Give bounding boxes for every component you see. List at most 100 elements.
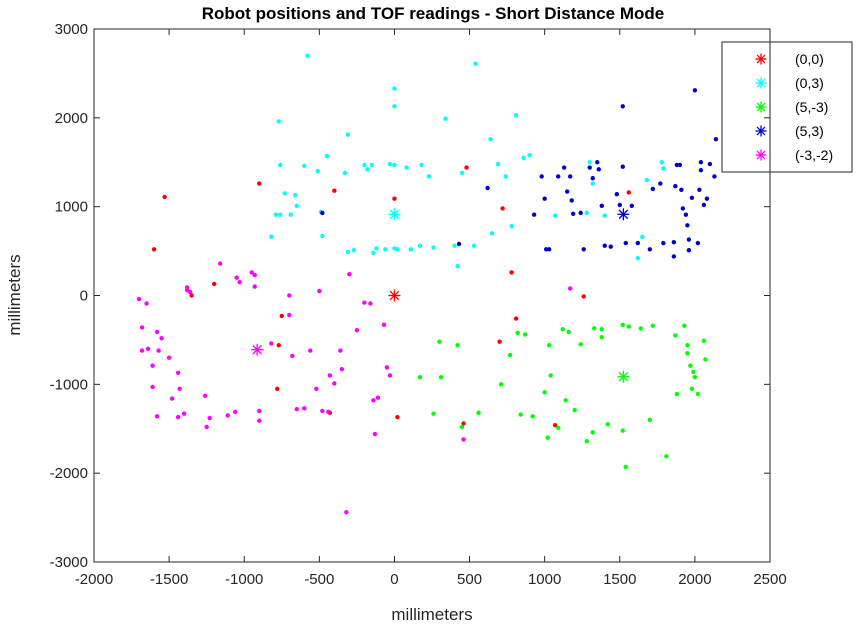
data-point	[560, 327, 565, 332]
data-point	[368, 301, 373, 306]
data-point	[276, 343, 281, 348]
data-point	[488, 136, 493, 142]
data-point	[273, 212, 278, 217]
data-point	[294, 407, 299, 412]
data-point	[302, 406, 307, 411]
data-point	[596, 167, 601, 172]
y-tick-label: 2000	[55, 110, 88, 127]
robot-position-marker	[388, 208, 401, 221]
data-point	[590, 176, 595, 181]
data-point	[569, 198, 574, 203]
data-point	[371, 398, 376, 403]
x-tick-label: -500	[304, 571, 334, 588]
data-point	[581, 294, 586, 299]
chart-title: Robot positions and TOF readings - Short…	[202, 4, 665, 23]
data-point	[461, 421, 466, 426]
data-point	[461, 437, 466, 442]
robot-position-marker	[617, 208, 630, 221]
data-point	[459, 424, 465, 430]
series-4	[136, 261, 573, 515]
data-point	[443, 116, 448, 121]
data-point	[679, 187, 684, 192]
data-point	[545, 435, 550, 440]
data-point	[455, 343, 460, 348]
data-point	[561, 165, 567, 170]
data-point	[485, 185, 490, 191]
data-point	[320, 233, 325, 239]
data-point	[595, 160, 600, 165]
data-point	[269, 341, 274, 346]
data-point	[431, 411, 436, 416]
x-tick-label: 1000	[528, 571, 561, 588]
data-point	[392, 162, 397, 168]
data-point	[584, 210, 589, 216]
data-point	[521, 155, 526, 161]
data-point	[154, 414, 160, 419]
legend-label: (5,-3)	[795, 99, 828, 115]
data-point	[387, 161, 393, 167]
data-point	[320, 210, 325, 216]
y-tick-label: -2000	[50, 465, 88, 482]
data-point	[234, 275, 239, 280]
data-point	[269, 234, 274, 240]
data-point	[345, 132, 351, 137]
data-point	[294, 203, 299, 208]
data-point	[257, 181, 262, 186]
data-point	[701, 202, 707, 208]
data-point	[546, 343, 552, 348]
data-point	[392, 196, 397, 201]
chart-axes: -2000 -1500 -1000 -500 0 500 1000 1500 2000 2500 -…	[50, 21, 787, 588]
data-point	[661, 240, 666, 246]
data-point	[695, 391, 701, 397]
data-point	[590, 181, 595, 186]
data-point	[599, 327, 604, 332]
data-point	[638, 326, 644, 331]
data-point	[419, 162, 424, 168]
data-point	[620, 428, 625, 433]
data-point	[552, 422, 558, 428]
y-tick-label: 0	[80, 288, 88, 305]
data-point	[257, 408, 262, 414]
data-point	[697, 187, 702, 192]
data-point	[527, 152, 532, 158]
data-point	[592, 326, 597, 331]
y-axis-label: millimeters	[5, 254, 24, 335]
legend-label: (-3,-2)	[795, 147, 833, 163]
data-point	[683, 212, 689, 217]
data-point	[175, 415, 181, 420]
data-point	[689, 195, 695, 200]
data-point	[712, 174, 717, 179]
data-point	[275, 386, 280, 391]
data-point	[644, 177, 650, 183]
data-point	[317, 288, 322, 294]
legend-label: (5,3)	[795, 123, 824, 139]
data-point	[452, 243, 457, 248]
data-point	[437, 339, 442, 344]
data-point	[344, 510, 349, 515]
data-point	[608, 244, 613, 249]
data-point	[626, 324, 631, 329]
y-tick-label: 1000	[55, 199, 88, 216]
data-point	[701, 338, 707, 344]
data-point	[581, 247, 586, 252]
data-point	[154, 329, 160, 335]
data-point	[302, 163, 307, 169]
data-point	[629, 203, 634, 208]
data-point	[233, 409, 238, 415]
data-point	[139, 348, 145, 353]
data-point	[578, 210, 583, 216]
data-point	[332, 381, 337, 386]
legend-marker	[755, 53, 767, 65]
data-point	[217, 261, 223, 266]
data-point	[617, 202, 622, 208]
data-point	[456, 241, 462, 247]
x-tick-label: 1500	[603, 571, 636, 588]
robot-position-marker	[617, 370, 630, 383]
data-point	[473, 61, 478, 66]
legend-marker	[755, 149, 767, 161]
data-point	[703, 357, 708, 362]
data-point	[590, 430, 595, 435]
data-point	[257, 418, 262, 423]
data-point	[189, 293, 194, 298]
x-tick-label: 0	[390, 571, 398, 588]
